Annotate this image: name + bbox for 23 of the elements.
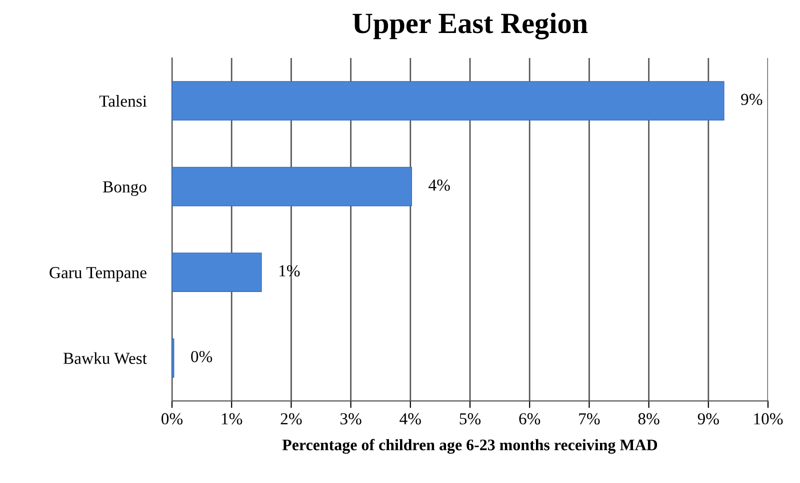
x-tick-label: 5% (460, 413, 481, 424)
y-tick-label: Bongo (103, 181, 146, 196)
data-label: 9% (741, 94, 762, 106)
data-label: 0% (191, 350, 212, 362)
x-tick-label: 3% (340, 413, 362, 424)
x-tick-label: 10% (754, 413, 783, 424)
bar (172, 252, 262, 292)
x-tick-label: 7% (579, 413, 600, 424)
x-tick-label: 2% (280, 413, 302, 424)
x-tick-label: 6% (519, 413, 540, 424)
x-tick-label: 1% (222, 413, 242, 424)
x-tick-label: 9% (698, 413, 719, 424)
bar (172, 81, 724, 121)
chart-title: Upper East Region (352, 12, 588, 40)
data-label: 4% (428, 179, 450, 191)
x-tick-label: 4% (400, 413, 421, 424)
y-tick-label: Bawku West (63, 352, 147, 364)
bar (172, 166, 412, 206)
y-tick-label: Garu Tempane (50, 267, 146, 282)
x-tick-label: 0% (162, 413, 183, 424)
x-tick-label: 8% (638, 413, 660, 424)
x-axis-title: Percentage of children age 6-23 months receiving MAD (282, 438, 658, 454)
y-tick-label: Talensi (99, 95, 147, 107)
